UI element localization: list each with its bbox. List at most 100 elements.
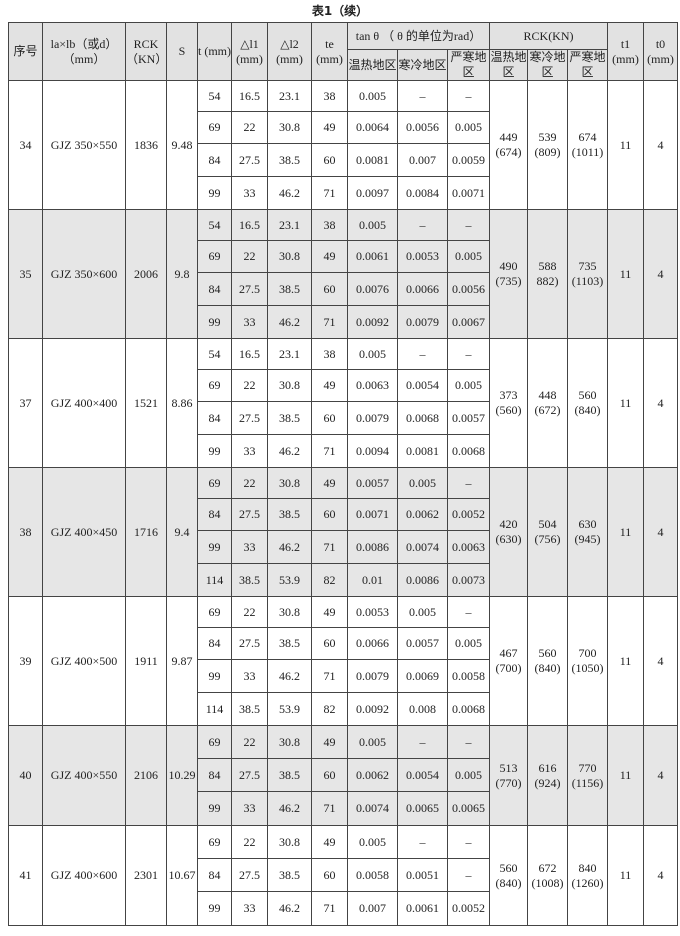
table-row: 84 27.5 38.5 60 0.0066 0.0057 0.005	[9, 627, 678, 660]
cell-rck-severe: 560 (840)	[567, 338, 609, 468]
cell-dl2: 38.5	[267, 858, 312, 892]
table-row: 40 GJZ 400×550 2106 10.29 69 22 30.8 49 0.005– –5…	[8, 725, 679, 826]
cell-tan-cold: 0.0051	[397, 858, 448, 892]
cell-tan-cold: 0.0069	[397, 659, 448, 693]
cell-rck-severe: 840 (1260)	[567, 825, 609, 926]
cell-no: 39	[8, 596, 43, 726]
cell-t: 69	[197, 467, 232, 499]
cell-tan-hot: 0.005	[347, 725, 398, 759]
cell-s: 10.29	[166, 725, 198, 826]
cell-t: 114	[197, 563, 232, 597]
cell-t1: 11	[607, 596, 645, 726]
cell-tan-cold: 0.007	[397, 143, 448, 177]
cell-tan-hot: 0.0058	[347, 858, 398, 892]
cell-t: 84	[197, 143, 232, 177]
header-tan-cold: 寒冷地区	[397, 49, 448, 81]
header-size: la×lb（或d）（mm）	[42, 22, 126, 81]
cell-s: 8.86	[166, 338, 198, 468]
cell-tan-severe: 0.005	[446, 627, 491, 660]
cell-te: 49	[311, 825, 348, 859]
cell-rck-cold: 539 (809)	[527, 80, 569, 210]
cell-dl1: 33	[231, 659, 268, 693]
cell-dl1: 22	[231, 825, 268, 859]
cell-dl1: 33	[231, 176, 268, 210]
cell-tan-severe: 0.005	[446, 369, 491, 402]
cell-rck: 1716	[125, 467, 167, 597]
table-row: 84 27.5 38.5 60 0.0079 0.0068 0.0057	[9, 401, 678, 435]
cell-dl2: 30.8	[267, 369, 312, 402]
cell-tan-severe: 0.0073	[446, 563, 491, 597]
cell-dl1: 33	[231, 530, 268, 564]
cell-rck-cold: 448 (672)	[527, 338, 569, 468]
header-rck: RCK（KN）	[125, 22, 167, 81]
cell-dl2: 46.2	[267, 305, 312, 339]
cell-t: 99	[197, 791, 232, 826]
cell-tan-severe: –	[446, 596, 491, 628]
cell-dl1: 33	[231, 434, 268, 468]
cell-size: GJZ 400×500	[42, 596, 126, 726]
cell-dl2: 38.5	[267, 143, 312, 177]
header-t: t (mm)	[197, 22, 232, 81]
cell-rck-hot: 467 (700)	[489, 596, 529, 726]
cell-te: 82	[311, 692, 348, 726]
cell-dl2: 46.2	[267, 530, 312, 564]
cell-tan-cold: 0.0054	[397, 369, 448, 402]
header-tan-hot: 温热地区	[347, 49, 398, 81]
cell-rck: 2301	[125, 825, 167, 926]
cell-s: 9.48	[166, 80, 198, 210]
cell-tan-severe: 0.0067	[446, 305, 491, 339]
cell-t0: 4	[643, 209, 679, 339]
cell-dl2: 46.2	[267, 891, 312, 926]
cell-te: 60	[311, 143, 348, 177]
cell-te: 60	[311, 858, 348, 892]
cell-t: 99	[197, 530, 232, 564]
table-row: 69 22 30.8 49 0.0061 0.0053 0.005	[9, 240, 678, 273]
cell-tan-hot: 0.0092	[347, 305, 398, 339]
cell-te: 49	[311, 596, 348, 628]
table-row: 84 27.5 38.5 60 0.0062 0.0054 0.005	[9, 758, 678, 792]
cell-dl1: 22	[231, 111, 268, 144]
table-row: 69 22 30.8 49 0.0064 0.0056 0.005	[9, 111, 678, 144]
header-t0: t0 (mm)	[643, 22, 679, 81]
cell-dl2: 30.8	[267, 825, 312, 859]
cell-t0: 4	[643, 725, 679, 826]
cell-tan-hot: 0.0061	[347, 240, 398, 273]
cell-dl2: 38.5	[267, 498, 312, 531]
cell-tan-severe: –	[446, 725, 491, 759]
cell-tan-severe: 0.0052	[446, 891, 491, 926]
cell-rck-hot: 420 (630)	[489, 467, 529, 597]
cell-rck-cold: 560 (840)	[527, 596, 569, 726]
cell-dl2: 38.5	[267, 272, 312, 306]
cell-te: 71	[311, 791, 348, 826]
header-te: te (mm)	[311, 22, 348, 81]
cell-te: 60	[311, 272, 348, 306]
cell-tan-hot: 0.005	[347, 209, 398, 241]
cell-tan-hot: 0.0079	[347, 401, 398, 435]
header-rck-hot: 温热地区	[489, 49, 529, 81]
cell-tan-hot: 0.0071	[347, 498, 398, 531]
table-row: 99 33 46.2 71 0.0086 0.0074 0.0063	[9, 530, 678, 564]
table-title: 表1（续）	[311, 4, 369, 18]
cell-rck: 2006	[125, 209, 167, 339]
cell-t0: 4	[643, 467, 679, 597]
cell-dl2: 46.2	[267, 176, 312, 210]
header-no: 序号	[8, 22, 43, 81]
table-row: 84 27.5 38.5 60 0.0058 0.0051–	[9, 858, 678, 892]
cell-dl1: 16.5	[231, 80, 268, 112]
cell-tan-hot: 0.0063	[347, 369, 398, 402]
cell-tan-severe: 0.0057	[446, 401, 491, 435]
cell-rck-severe: 630 (945)	[567, 467, 609, 597]
cell-size: GJZ 400×450	[42, 467, 126, 597]
cell-te: 71	[311, 659, 348, 693]
cell-dl1: 27.5	[231, 627, 268, 660]
cell-dl1: 27.5	[231, 498, 268, 531]
header-t1: t1 (mm)	[607, 22, 645, 81]
cell-dl2: 30.8	[267, 467, 312, 499]
cell-te: 49	[311, 240, 348, 273]
cell-t: 99	[197, 305, 232, 339]
cell-size: GJZ 400×600	[42, 825, 126, 926]
cell-s: 9.8	[166, 209, 198, 339]
cell-t1: 11	[607, 209, 645, 339]
cell-dl2: 46.2	[267, 659, 312, 693]
cell-tan-severe: 0.0056	[446, 272, 491, 306]
